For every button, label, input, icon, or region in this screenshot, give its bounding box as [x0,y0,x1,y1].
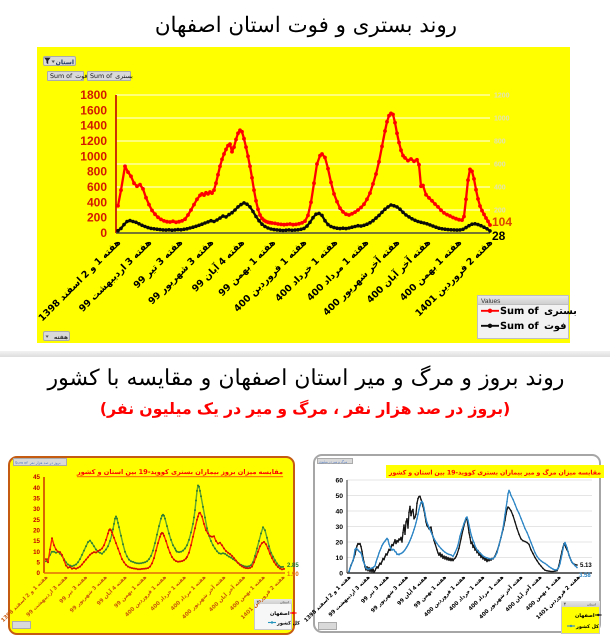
svg-text:0: 0 [339,570,343,577]
svg-text:10: 10 [33,549,40,556]
svg-text:1000: 1000 [494,116,510,123]
svg-text:50: 50 [335,493,343,500]
svg-text:25: 25 [33,517,40,524]
svg-text:15: 15 [33,538,40,545]
svg-text:3.58: 3.58 [579,573,591,579]
svg-text:40: 40 [33,485,40,492]
svg-text:60: 60 [335,477,343,484]
svg-text:30: 30 [335,524,343,531]
svg-text:400: 400 [87,195,107,209]
svg-text:40: 40 [335,508,343,515]
svg-text:20: 20 [33,528,40,535]
svg-text:5.13: 5.13 [580,563,592,569]
svg-text:10: 10 [335,555,343,562]
svg-text:2.85: 2.85 [287,563,299,569]
svg-text:600: 600 [87,180,107,194]
svg-text:104: 104 [492,215,512,229]
svg-text:1800: 1800 [80,88,107,102]
svg-text:5: 5 [37,560,41,567]
svg-text:Values: Values [481,298,501,305]
svg-text:20: 20 [335,539,343,546]
svg-text:1200: 1200 [80,134,107,148]
svg-text:400: 400 [494,185,506,192]
svg-text:1200: 1200 [494,93,510,100]
svg-text:1400: 1400 [80,119,107,133]
svg-text:28: 28 [492,229,506,243]
svg-text:200: 200 [87,211,107,225]
svg-text:35: 35 [33,496,40,503]
svg-text:0: 0 [37,570,41,577]
svg-text:0: 0 [100,226,107,240]
svg-text:30: 30 [33,506,40,513]
svg-text:1600: 1600 [80,103,107,117]
svg-text:600: 600 [494,162,506,169]
svg-text:200: 200 [494,208,506,215]
svg-text:800: 800 [494,139,506,146]
svg-text:1000: 1000 [80,149,107,163]
svg-text:800: 800 [87,165,107,179]
svg-text:45: 45 [33,474,40,481]
svg-text:1.90: 1.90 [287,572,299,578]
